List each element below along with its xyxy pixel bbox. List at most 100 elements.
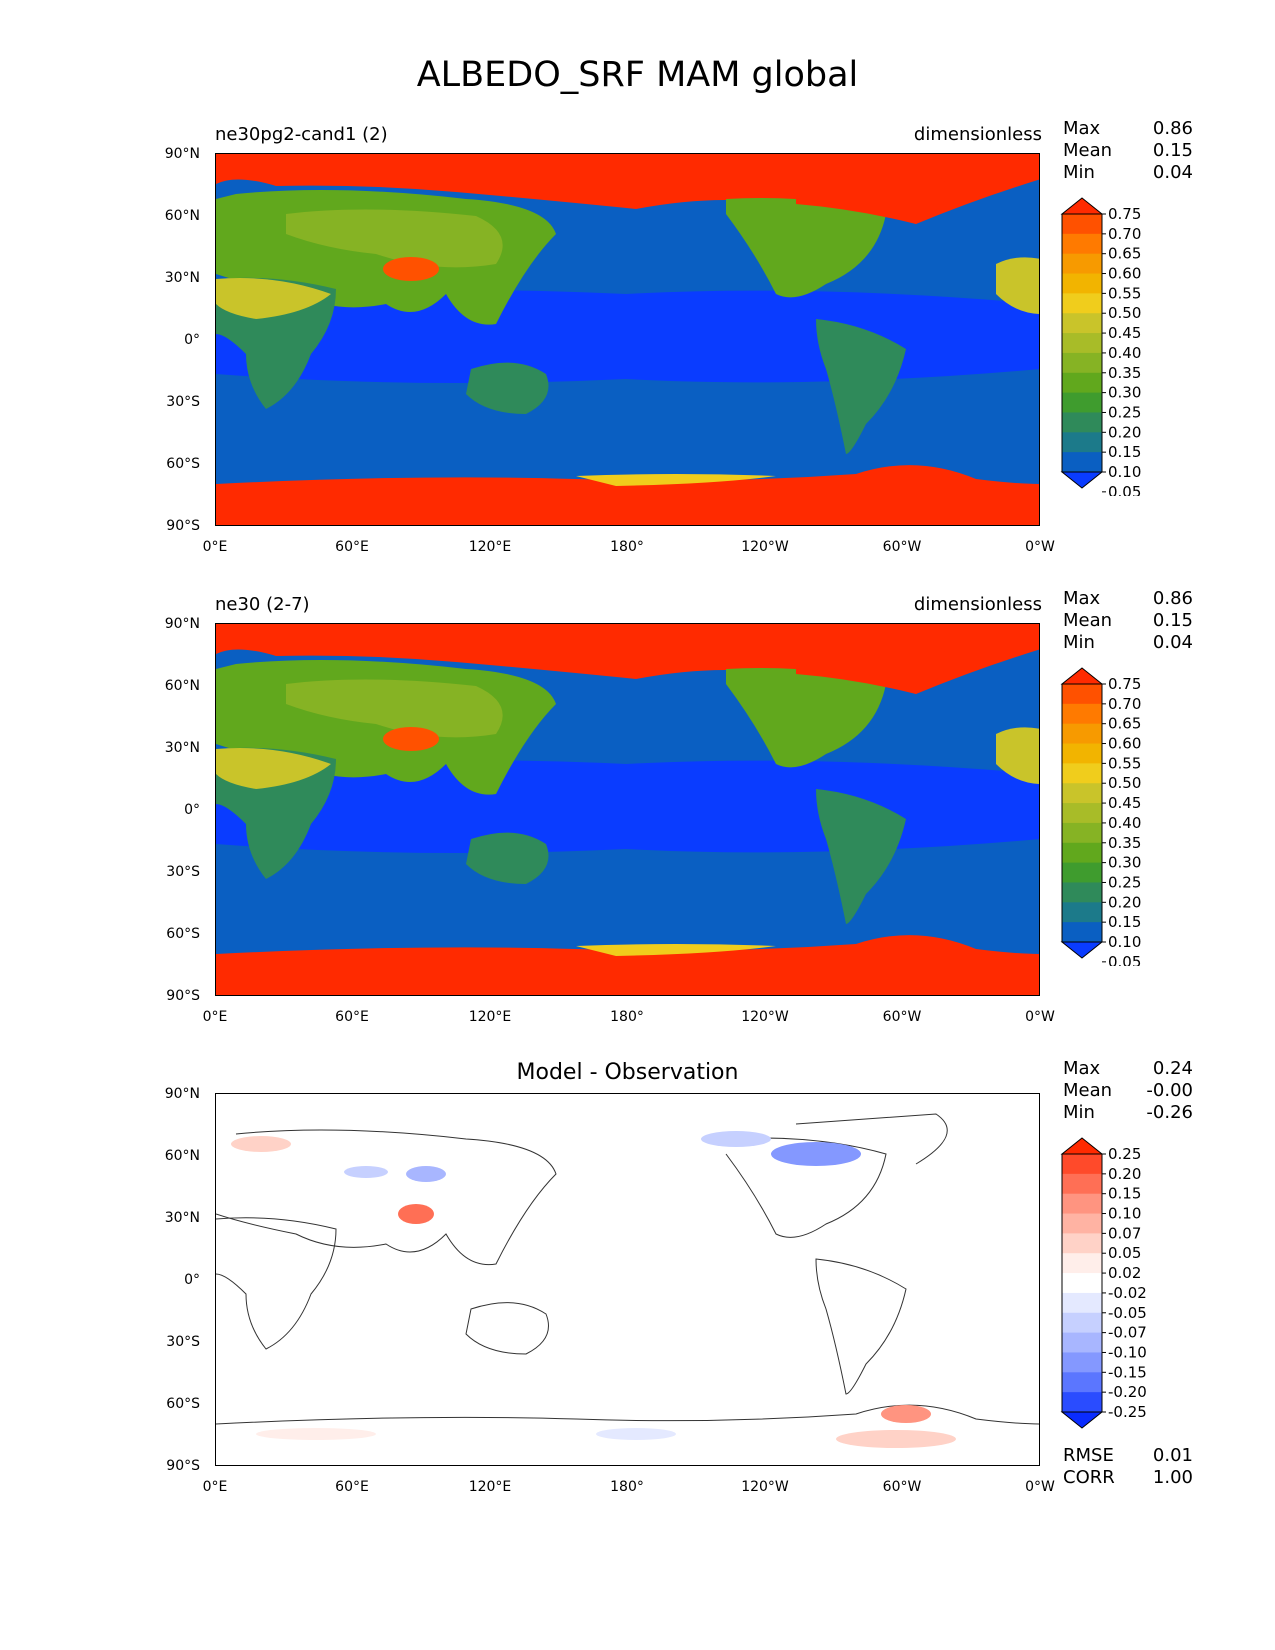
stat-min-label: Min — [1063, 1102, 1095, 1123]
y-tick-label: 90°N — [164, 1086, 200, 1102]
figure-title: ALBEDO_SRF MAM global — [416, 55, 859, 95]
colorbar-swatch — [1062, 783, 1102, 804]
colorbar-extend-bottom — [1060, 941, 1104, 959]
colorbar-swatch — [1062, 862, 1102, 883]
x-tick-label: 60°E — [335, 1009, 369, 1025]
colorbar-tick-label: 0.10 — [1108, 1205, 1141, 1223]
colorbar-tick-label: 0.05 — [1108, 1244, 1141, 1262]
x-tick-label: 60°W — [882, 1479, 922, 1495]
stat-min-value: 0.04 — [1152, 632, 1193, 653]
colorbar-swatch — [1062, 1173, 1102, 1195]
colorbar-frame — [1061, 1153, 1103, 1413]
colorbar-swatch — [1062, 392, 1102, 413]
stat-max-label: Max — [1063, 588, 1101, 609]
colorbar-swatch — [1062, 822, 1102, 844]
colorbar-swatch — [1062, 1213, 1102, 1234]
colorbar-swatch — [1062, 313, 1102, 334]
colorbar-swatch — [1062, 1332, 1102, 1353]
colorbar-swatch — [1062, 1292, 1102, 1314]
stat-max-value: 0.86 — [1152, 588, 1193, 609]
stat-max-value: 0.86 — [1152, 118, 1193, 139]
x-tick-label: 60°E — [335, 1479, 369, 1495]
colorbar-swatch — [1062, 432, 1102, 453]
colorbar-tick-label: 0.30 — [1108, 384, 1141, 402]
map-ne30pg2 — [215, 153, 1040, 526]
stat-corr-label: CORR — [1063, 1467, 1115, 1488]
colorbar-tick-label: 0.20 — [1108, 423, 1141, 441]
colorbar-swatch — [1062, 293, 1102, 314]
stats-block: Max 0.24 Mean -0.00 Min -0.26 — [1063, 1058, 1193, 1124]
stats-block: Max 0.86 Mean 0.15 Min 0.04 — [1063, 118, 1193, 184]
colorbar-swatch — [1062, 922, 1102, 943]
x-tick-label: 120°W — [741, 1009, 789, 1025]
colorbar-swatch — [1062, 684, 1102, 705]
colorbar: 0.25 0.20 0.15 0.100.07 0.05 0.02 -0.02 -0.05 -0… — [1060, 1137, 1147, 1429]
colorbar-swatch — [1062, 803, 1102, 824]
colorbar-extend-bottom — [1060, 1411, 1104, 1429]
colorbar-swatch — [1062, 1233, 1102, 1254]
colorbar-extend-bottom — [1060, 471, 1104, 489]
colorbar-swatch — [1062, 902, 1102, 923]
colorbar-tick-label: 0.15 — [1108, 1185, 1141, 1203]
colorbar-tick-label: 0.20 — [1108, 893, 1141, 911]
colorbar-swatch — [1062, 233, 1102, 255]
stat-mean-value: -0.00 — [1146, 1080, 1193, 1101]
stat-mean-value: 0.15 — [1152, 140, 1193, 161]
colorbar-tick-label: 0.35 — [1108, 364, 1141, 382]
panel-model-minus-obs: Model - Observation Max 0.24 Mean -0.00 Mi… — [0, 1058, 1275, 1498]
colorbar-tick-label: -0.25 — [1108, 1403, 1147, 1421]
stat-corr-value: 1.00 — [1152, 1467, 1193, 1488]
stat-max-label: Max — [1063, 1058, 1101, 1079]
colorbar-swatch — [1062, 743, 1102, 764]
x-tick-label: 120°E — [468, 539, 512, 555]
y-tick-label: 90°S — [166, 518, 200, 534]
stat-rmse-label: RMSE — [1063, 1445, 1114, 1466]
stat-min-label: Min — [1063, 632, 1095, 653]
panel-title-left: ne30 (2-7) — [215, 594, 310, 615]
colorbar-swatch — [1062, 333, 1102, 354]
colorbar-tick-label: 0.60 — [1108, 265, 1141, 283]
colorbar-swatch — [1062, 882, 1102, 903]
y-tick-label: 60°N — [164, 678, 200, 694]
y-tick-label: 0° — [184, 1272, 200, 1288]
x-tick-label: 120°E — [468, 1009, 512, 1025]
y-tick-label: 90°S — [166, 1458, 200, 1474]
x-tick-label: 0°E — [202, 1009, 228, 1025]
y-tick-label: 30°N — [164, 1210, 200, 1226]
x-tick-label: 120°W — [741, 539, 789, 555]
colorbar-swatch — [1062, 253, 1102, 275]
colorbar-swatch — [1062, 273, 1102, 294]
colorbar-tick-label: 0.65 — [1108, 245, 1141, 263]
error-stats-block: RMSE 0.01 CORR 1.00 — [1063, 1445, 1193, 1489]
colorbar-tick-label: -0.20 — [1108, 1383, 1147, 1401]
stat-max-value: 0.24 — [1152, 1058, 1193, 1079]
colorbar-extend-top — [1060, 667, 1104, 685]
x-tick-label: 120°E — [468, 1479, 512, 1495]
stat-mean-label: Mean — [1063, 140, 1113, 161]
y-tick-label: 30°S — [166, 394, 200, 410]
colorbar-swatch — [1062, 1312, 1102, 1334]
y-tick-label: 90°S — [166, 988, 200, 1004]
colorbar-tick-label: 0.55 — [1108, 284, 1141, 302]
y-tick-label: 60°S — [166, 926, 200, 942]
y-tick-label: 30°N — [164, 270, 200, 286]
colorbar-swatch — [1062, 412, 1102, 433]
colorbar-tick-label: 0.40 — [1108, 814, 1141, 832]
colorbar-tick-label: 0.15 — [1108, 913, 1141, 931]
stat-mean-label: Mean — [1063, 1080, 1113, 1101]
x-tick-label: 60°W — [882, 539, 922, 555]
colorbar-tick-label: 0.25 — [1108, 873, 1141, 891]
colorbar-tick-label: 0.70 — [1108, 225, 1141, 243]
colorbar-swatch — [1062, 372, 1102, 394]
y-tick-label: 0° — [184, 802, 200, 818]
stats-block: Max 0.86 Mean 0.15 Min 0.04 — [1063, 588, 1193, 654]
map-ne30 — [215, 623, 1040, 996]
x-tick-label: 60°W — [882, 1009, 922, 1025]
stat-min-value: -0.26 — [1146, 1102, 1193, 1123]
colorbar-tick-label: 0.25 — [1108, 403, 1141, 421]
x-tick-label: 0°W — [1025, 1009, 1055, 1025]
y-tick-label: 60°N — [164, 1148, 200, 1164]
colorbar-tick-label: 0.25 — [1108, 1145, 1141, 1163]
colorbar-tick-label: 0.05 — [1108, 483, 1141, 496]
colorbar-extend-top — [1060, 1137, 1104, 1155]
